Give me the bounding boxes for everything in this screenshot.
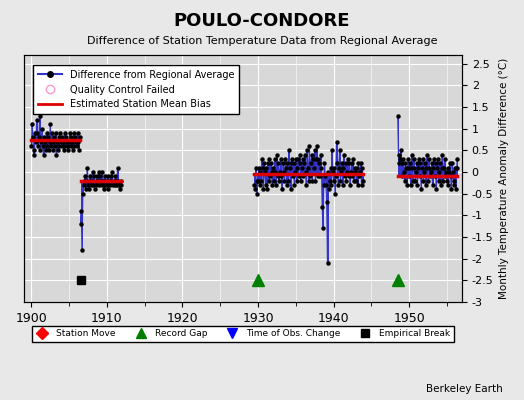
Text: Difference of Station Temperature Data from Regional Average: Difference of Station Temperature Data f… [87,36,437,46]
Y-axis label: Monthly Temperature Anomaly Difference (°C): Monthly Temperature Anomaly Difference (… [499,58,509,299]
Legend: Station Move, Record Gap, Time of Obs. Change, Empirical Break: Station Move, Record Gap, Time of Obs. C… [32,326,454,342]
Text: Berkeley Earth: Berkeley Earth [427,384,503,394]
Text: POULO-CONDORE: POULO-CONDORE [174,12,350,30]
